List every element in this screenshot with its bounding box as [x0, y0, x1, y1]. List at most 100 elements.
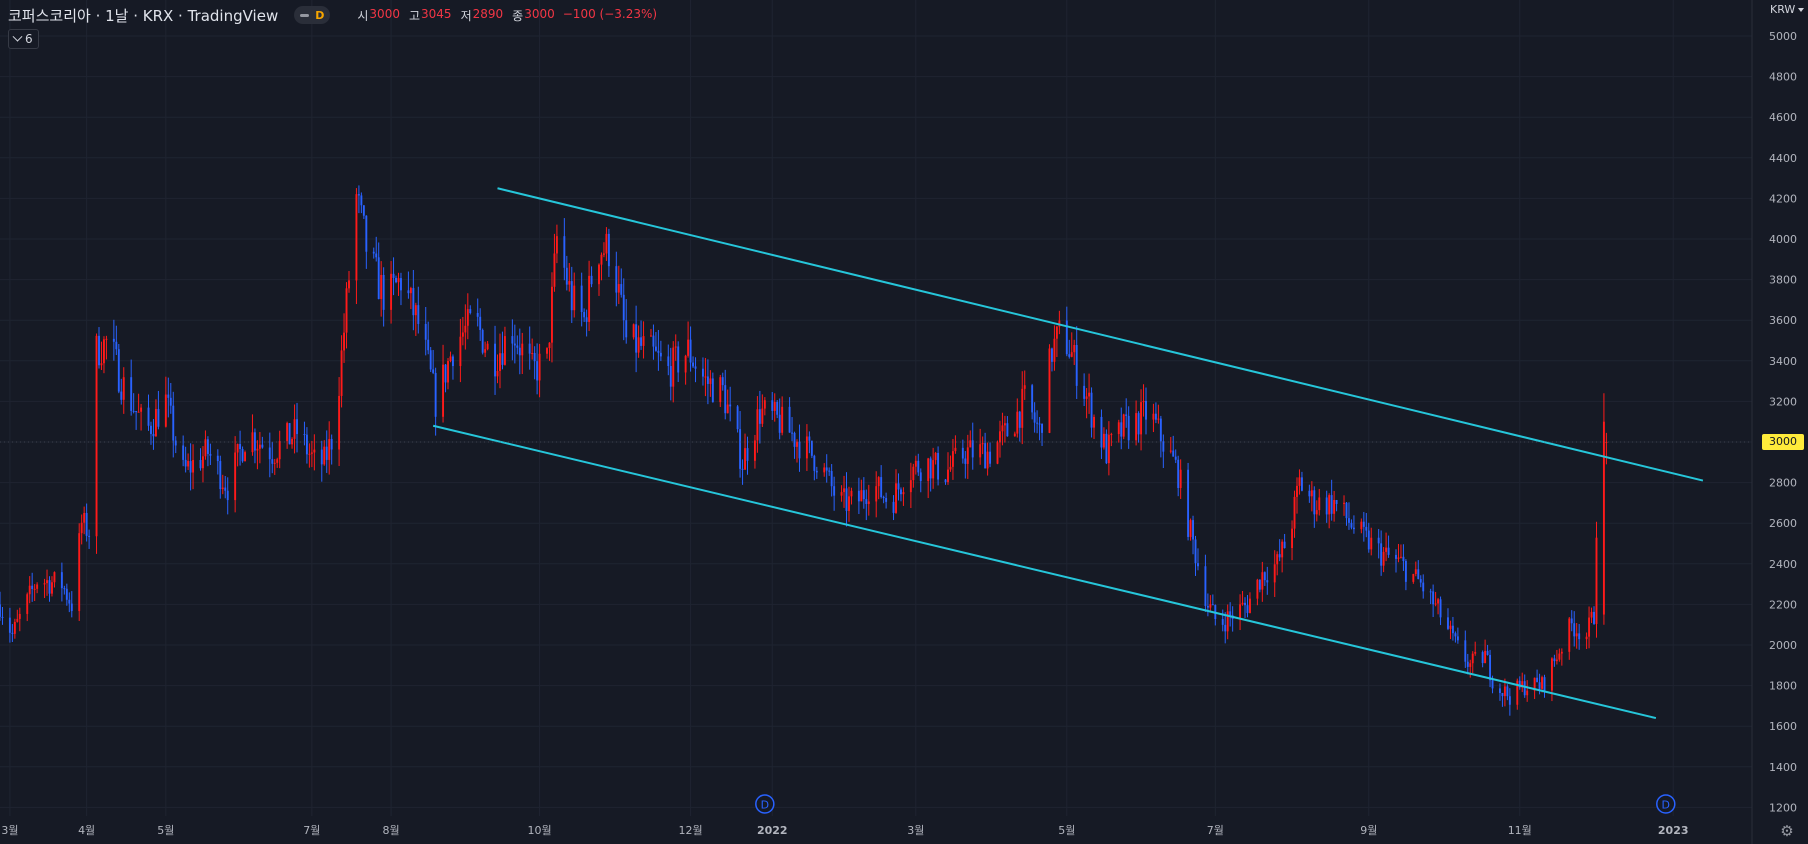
gear-icon[interactable]: ⚙: [1780, 822, 1794, 840]
candle: [70, 591, 73, 618]
candle-body: [278, 441, 281, 460]
candle: [1595, 521, 1598, 638]
candle-body: [1382, 551, 1385, 566]
candle-body: [617, 284, 620, 293]
candle: [1451, 616, 1454, 641]
candle-body: [1345, 502, 1348, 519]
candle-body: [741, 468, 744, 470]
candle-body: [555, 236, 558, 254]
candle: [452, 354, 454, 380]
candle: [667, 344, 670, 376]
candle: [642, 321, 645, 359]
x-tick-label: 3월: [1, 824, 18, 837]
candle-body: [590, 275, 593, 285]
candle: [1142, 384, 1145, 417]
candle-body: [1432, 591, 1435, 605]
candle: [169, 383, 172, 414]
candle-body: [469, 309, 472, 313]
candle: [573, 272, 576, 318]
candle: [1570, 610, 1573, 632]
candle: [268, 432, 271, 478]
y-tick-label: 2800: [1769, 477, 1797, 490]
candle-body: [605, 233, 608, 254]
candle-body: [711, 378, 714, 403]
candle: [687, 321, 690, 358]
candle: [1541, 675, 1543, 693]
y-tick-label: 1800: [1769, 680, 1797, 693]
candle: [46, 569, 48, 596]
x-tick-label: 3월: [907, 824, 924, 837]
candle-body: [1365, 526, 1368, 531]
candle-body: [885, 498, 888, 502]
dividend-marker: D: [755, 794, 775, 814]
candle-body: [103, 339, 105, 364]
candle-body: [253, 432, 256, 451]
candle: [1555, 649, 1558, 665]
candle-body: [981, 443, 984, 445]
candle: [122, 367, 125, 414]
candle-body: [969, 440, 972, 448]
candle-body: [551, 286, 553, 343]
candle-body: [1246, 605, 1249, 613]
candle-body: [763, 400, 766, 409]
candle: [1065, 306, 1068, 357]
candle-body: [1102, 433, 1105, 448]
y-tick-label: 4600: [1769, 111, 1797, 124]
candle-body: [850, 490, 853, 497]
candle: [1474, 641, 1477, 656]
candle-body: [719, 377, 722, 403]
candle-body: [1283, 541, 1286, 549]
high-value: 3045: [421, 6, 452, 21]
candle: [840, 485, 843, 502]
candle: [857, 477, 860, 515]
candle-body: [1469, 663, 1472, 667]
candle: [1241, 590, 1244, 606]
candle: [986, 442, 989, 476]
candle: [140, 403, 143, 431]
high-label: 고: [408, 8, 421, 23]
candle: [773, 393, 776, 422]
candle-body: [813, 455, 816, 471]
candle-body: [256, 448, 259, 451]
currency-selector[interactable]: KRW: [1770, 3, 1805, 16]
candle-body: [840, 492, 843, 496]
candle: [1192, 515, 1194, 555]
candle-body: [68, 599, 71, 604]
candle-body: [788, 406, 791, 433]
candle: [796, 439, 798, 463]
candle: [805, 424, 808, 471]
candle: [397, 272, 400, 296]
interval-badge[interactable]: D: [294, 6, 331, 24]
candle: [43, 578, 46, 599]
candle-body: [273, 462, 276, 464]
candle: [1432, 584, 1435, 618]
candle-body: [348, 280, 350, 289]
y-tick-label: 3600: [1769, 314, 1797, 327]
candle-body: [355, 194, 358, 281]
candle: [726, 389, 729, 414]
candle: [934, 451, 937, 465]
candle-body: [568, 281, 571, 285]
candle-body: [360, 195, 363, 206]
candle-body: [600, 254, 603, 265]
candle: [622, 278, 625, 341]
candle: [481, 328, 484, 355]
candle-body: [1593, 611, 1595, 624]
candle-body: [1533, 677, 1536, 691]
candle: [1003, 415, 1006, 443]
candle-body: [1206, 605, 1209, 608]
symbol-title[interactable]: 코퍼스코리아 · 1날 · KRX · TradingView: [8, 6, 279, 25]
candle: [323, 440, 326, 466]
candle: [348, 271, 350, 293]
candle: [813, 454, 816, 481]
candle: [1325, 490, 1328, 523]
indicators-toggle-button[interactable]: 6: [8, 29, 39, 49]
candle-body: [805, 436, 808, 459]
candle: [1058, 310, 1061, 335]
candle: [531, 338, 534, 360]
candle-body: [585, 317, 588, 322]
candle-body: [432, 369, 435, 373]
candle: [1105, 429, 1108, 465]
candle: [753, 434, 756, 469]
